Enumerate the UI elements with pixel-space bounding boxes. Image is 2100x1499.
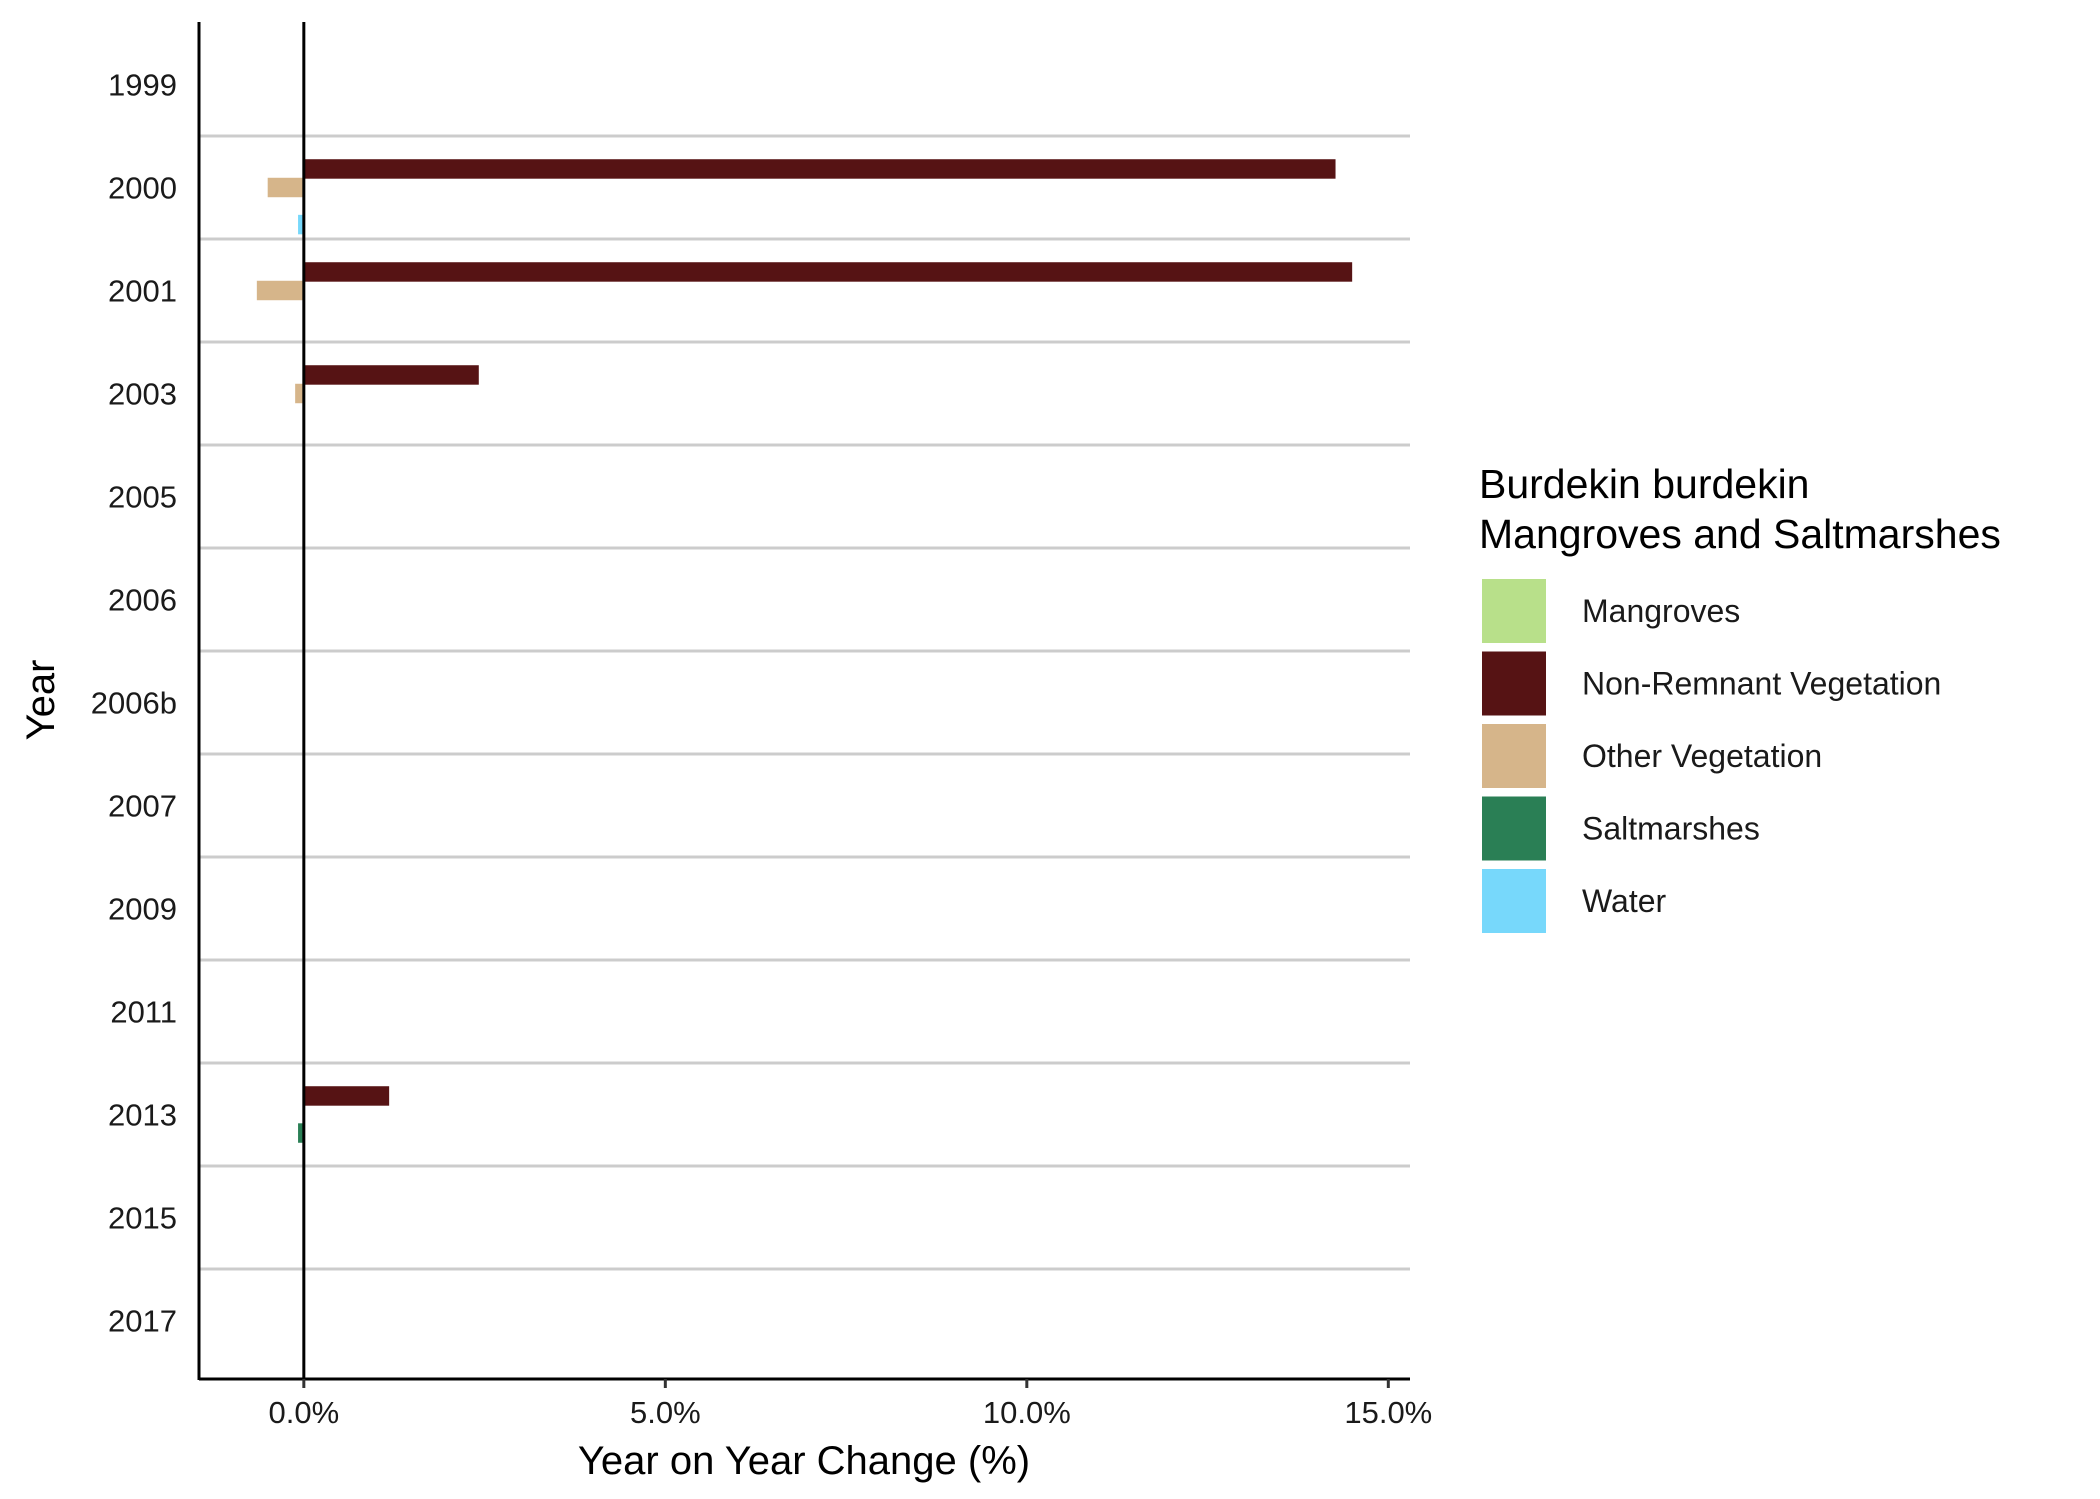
legend-label: Mangroves (1582, 593, 1740, 629)
legend-swatch (1480, 867, 1548, 935)
bar-non-remnant-vegetation-2001 (303, 262, 1353, 282)
x-tick-label: 10.0% (983, 1395, 1071, 1430)
legend-title-line-2: Mangroves and Saltmarshes (1479, 511, 2001, 557)
legend-label: Saltmarshes (1582, 811, 1760, 847)
y-tick-label: 2009 (108, 892, 177, 927)
y-tick-label: 2000 (108, 171, 177, 206)
bar-non-remnant-vegetation-2003 (303, 365, 479, 385)
bar-other-vegetation-2001 (256, 280, 304, 301)
bar-non-remnant-vegetation-2000 (303, 159, 1336, 179)
bar-water-2000 (298, 214, 304, 235)
y-tick-label: 2005 (108, 480, 177, 515)
y-tick-label: 2003 (108, 377, 177, 412)
legend-swatch (1480, 577, 1548, 645)
legend-label: Other Vegetation (1582, 738, 1822, 774)
x-tick-label: 5.0% (630, 1395, 701, 1430)
legend-swatch (1480, 794, 1548, 863)
y-tick-label: 1999 (108, 68, 177, 103)
bar-saltmarshes-2013 (298, 1123, 304, 1143)
y-tick-label: 2013 (108, 1098, 177, 1133)
y-tick-label: 2006b (91, 686, 177, 721)
x-ticks: 0.0% 5.0% 10.0% 15.0% (268, 1379, 1432, 1430)
y-tick-label: 2001 (108, 274, 177, 309)
bars (256, 159, 1353, 1143)
legend-swatch (1480, 649, 1548, 718)
y-axis-title: Year (19, 660, 63, 741)
legend-label: Water (1582, 883, 1667, 919)
bar-other-vegetation-2000 (267, 177, 304, 198)
bar-non-remnant-vegetation-2013 (303, 1086, 390, 1106)
legend-items: Mangroves Non-Remnant Vegetation Other Veg… (1480, 577, 1941, 935)
legend: Burdekin burdekin Mangroves and Saltmars… (1479, 461, 2001, 935)
axes (197, 22, 1410, 1381)
gridlines (199, 134, 1410, 1271)
x-tick-label: 0.0% (268, 1395, 339, 1430)
y-tick-label: 2011 (110, 995, 177, 1030)
legend-title-line-1: Burdekin burdekin (1479, 461, 1809, 507)
x-axis-title: Year on Year Change (%) (578, 1439, 1030, 1483)
legend-label: Non-Remnant Vegetation (1582, 666, 1941, 702)
y-tick-label: 2015 (108, 1201, 177, 1236)
y-tick-labels: 1999 2000 2001 2003 2005 2006 2006b 2007 2009 201… (91, 68, 177, 1339)
legend-swatch (1480, 722, 1548, 790)
bar-other-vegetation-2003 (295, 383, 304, 404)
y-tick-label: 2007 (108, 789, 177, 824)
x-tick-label: 15.0% (1344, 1395, 1432, 1430)
y-tick-label: 2006 (108, 583, 177, 618)
y-tick-label: 2017 (108, 1304, 177, 1339)
